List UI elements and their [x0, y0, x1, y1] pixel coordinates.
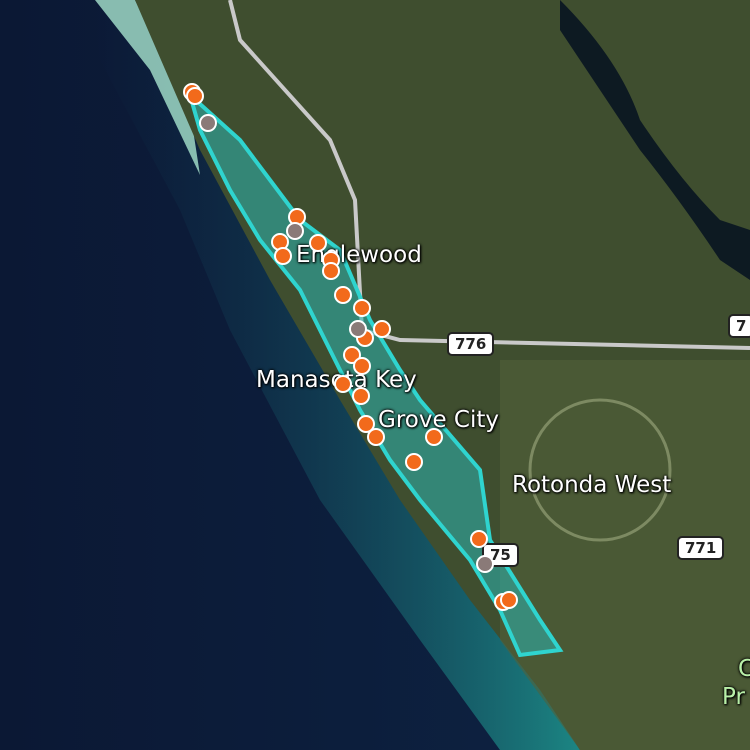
- rotonda-circle: [528, 398, 672, 542]
- observation-marker[interactable]: [352, 387, 370, 405]
- place-label-rotonda-west: Rotonda West: [512, 472, 672, 498]
- land-texture: [500, 360, 750, 750]
- observation-marker[interactable]: [470, 530, 488, 548]
- shallow-sand: [95, 0, 200, 175]
- place-label-park-partial-2: Pr: [722, 684, 745, 710]
- road-shield-771: 771: [677, 536, 725, 560]
- observation-marker[interactable]: [367, 428, 385, 446]
- observation-marker[interactable]: [334, 375, 352, 393]
- place-label-park-partial-1: C: [738, 656, 750, 682]
- observation-marker[interactable]: [334, 286, 352, 304]
- observation-marker[interactable]: [274, 247, 292, 265]
- observation-marker[interactable]: [186, 87, 204, 105]
- observation-marker[interactable]: [405, 453, 423, 471]
- observation-marker[interactable]: [500, 591, 518, 609]
- observation-marker[interactable]: [425, 428, 443, 446]
- gray-marker[interactable]: [286, 222, 304, 240]
- observation-marker[interactable]: [322, 262, 340, 280]
- river: [560, 0, 750, 280]
- observation-marker[interactable]: [353, 299, 371, 317]
- observation-marker[interactable]: [373, 320, 391, 338]
- road-776: [228, 0, 750, 350]
- road-shield-partial: 7: [728, 314, 750, 338]
- shallow-water: [90, 0, 580, 750]
- gray-marker[interactable]: [349, 320, 367, 338]
- gray-marker[interactable]: [199, 114, 217, 132]
- observation-marker[interactable]: [309, 234, 327, 252]
- observation-marker[interactable]: [353, 357, 371, 375]
- road-shield-776: 776: [447, 332, 495, 356]
- gray-marker[interactable]: [476, 555, 494, 573]
